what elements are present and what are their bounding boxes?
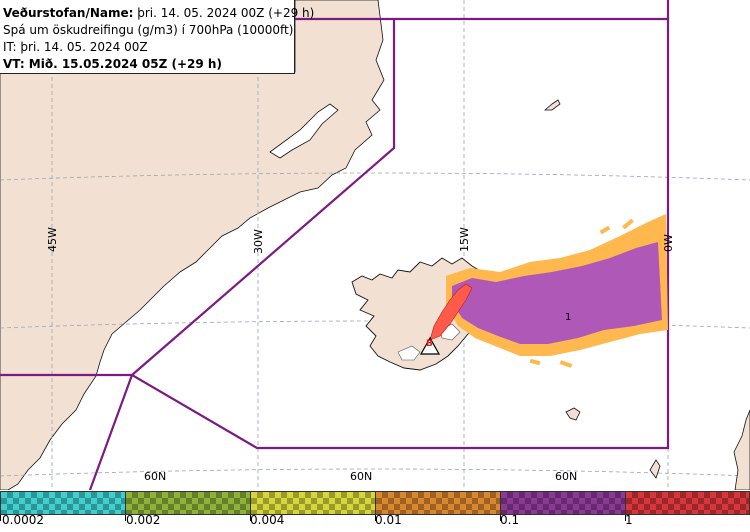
volcano-marker: B bbox=[419, 336, 441, 355]
legend-swatch-2 bbox=[125, 491, 251, 515]
fir-boundary bbox=[0, 0, 670, 490]
source-value: þri. 14. 05. 2024 00Z (+29 h) bbox=[133, 6, 315, 20]
legend-tick bbox=[625, 515, 626, 521]
header-line-1: Veðurstofan/Name: þri. 14. 05. 2024 00Z … bbox=[3, 5, 314, 22]
legend-swatch-5 bbox=[500, 491, 626, 515]
shetland-islands bbox=[649, 459, 661, 479]
parallel-label: 60N bbox=[555, 470, 577, 483]
header-line-2: Spá um öskudreifingu (g/m3) í 700hPa (10… bbox=[3, 23, 294, 37]
glacier bbox=[397, 345, 421, 361]
greenland-land bbox=[0, 0, 385, 490]
source-label: Veðurstofan/Name: bbox=[3, 6, 134, 20]
faroe-islands bbox=[565, 407, 581, 421]
volcano-marker-label: B bbox=[426, 339, 433, 349]
parallel-label: 60N bbox=[350, 470, 372, 483]
header-line-3: IT: þri. 14. 05. 2024 00Z bbox=[3, 40, 148, 54]
legend-threshold-label: 0.0002 bbox=[2, 513, 44, 527]
legend-tick bbox=[250, 515, 251, 521]
legend-threshold-label: 0.002 bbox=[126, 513, 161, 527]
legend-threshold-label: 1 bbox=[625, 513, 633, 527]
meridian-label-0w: 0W bbox=[662, 234, 675, 252]
ash-cloud-high bbox=[429, 283, 473, 341]
legend-tick bbox=[125, 515, 126, 521]
meridian-label-30w: 30W bbox=[252, 229, 265, 254]
ash-forecast-map: 1 B 45W 30W 15W 0W 60N 60N 60N bbox=[0, 0, 750, 490]
legend-tick bbox=[0, 515, 1, 521]
scandinavia-land bbox=[733, 409, 750, 490]
ash-cloud-mid bbox=[452, 242, 662, 344]
legend-threshold-label: 0.004 bbox=[250, 513, 285, 527]
parallel-label: 60N bbox=[144, 470, 166, 483]
forecast-info-box: Veðurstofan/Name: þri. 14. 05. 2024 00Z … bbox=[0, 0, 314, 74]
meridian-label-15w: 15W bbox=[458, 227, 471, 252]
jan-mayen-island bbox=[543, 99, 561, 111]
ash-cloud-fragments bbox=[529, 218, 655, 368]
legend-threshold-label: 0.01 bbox=[375, 513, 402, 527]
legend-swatch-6 bbox=[625, 491, 750, 515]
legend-tick bbox=[500, 515, 501, 521]
concentration-legend: 0.0002 0.002 0.004 0.01 0.1 1 bbox=[0, 491, 750, 532]
greenland-fjord bbox=[269, 103, 339, 159]
legend-swatch-3 bbox=[250, 491, 376, 515]
legend-swatch-1 bbox=[0, 491, 126, 515]
header-line-4: VT: Mið. 15.05.2024 05Z (+29 h) bbox=[3, 57, 222, 71]
meridian-label-45w: 45W bbox=[46, 227, 59, 252]
legend-swatch-4 bbox=[375, 491, 501, 515]
legend-threshold-label: 0.1 bbox=[500, 513, 520, 527]
legend-tick bbox=[375, 515, 376, 521]
contour-label: 1 bbox=[565, 312, 571, 323]
